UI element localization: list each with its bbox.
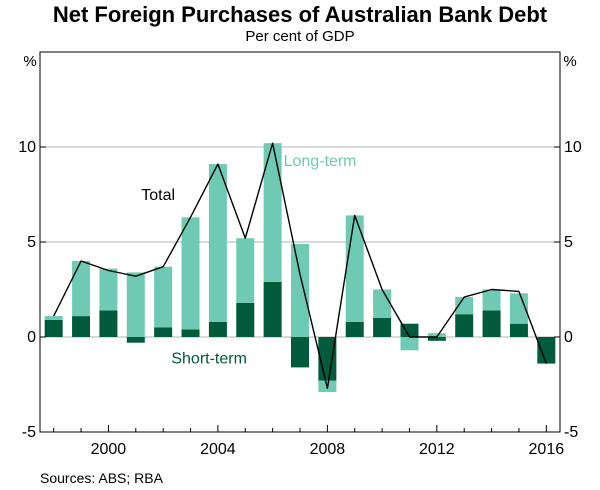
chart-subtitle: Per cent of GDP xyxy=(245,28,355,45)
y-tick-label-right: 0 xyxy=(564,329,573,346)
y-tick-label-right: 5 xyxy=(564,234,573,251)
bar-long-term xyxy=(236,238,255,303)
bar-short-term xyxy=(427,337,446,341)
source-note: Sources: ABS; RBA xyxy=(40,470,163,486)
bar-long-term xyxy=(72,261,91,317)
bar-short-term xyxy=(72,316,91,337)
bar-short-term xyxy=(482,310,501,337)
y-unit-left: % xyxy=(23,53,36,70)
bar-short-term xyxy=(263,281,282,337)
bar-long-term xyxy=(427,333,446,337)
bar-short-term xyxy=(99,310,118,337)
chart-title: Net Foreign Purchases of Australian Bank… xyxy=(52,2,548,27)
bar-long-term xyxy=(291,243,309,337)
y-unit-right: % xyxy=(563,53,576,70)
bar-long-term xyxy=(181,217,200,330)
bar-long-term xyxy=(509,293,528,324)
bar-short-term xyxy=(126,337,145,343)
bar-short-term xyxy=(537,337,556,364)
total-line xyxy=(53,142,547,389)
bar-long-term xyxy=(455,297,474,315)
legend-label-total: Total xyxy=(141,187,175,204)
bar-long-term xyxy=(482,289,501,311)
bar-short-term xyxy=(400,323,419,337)
bar-long-term xyxy=(154,266,173,328)
axis-ticks: -5 -5 0 0 5 5 10 10 2000 2004 2008 2012 2016 xyxy=(18,139,582,458)
x-tick-label: 2012 xyxy=(419,441,455,458)
x-tick-label: 2000 xyxy=(91,441,127,458)
bar-short-term xyxy=(291,337,309,368)
x-tick-label: 2016 xyxy=(529,441,565,458)
bar-short-term xyxy=(455,314,474,337)
y-tick-label-left: 0 xyxy=(27,329,36,346)
legend-label-long-term: Long-term xyxy=(284,153,357,170)
legend-label-short-term: Short-term xyxy=(171,351,247,368)
bar-long-term xyxy=(263,143,282,282)
x-tick-label: 2004 xyxy=(200,441,236,458)
bar-long-term xyxy=(208,164,227,322)
bars xyxy=(44,143,556,393)
y-tick-label-left: -5 xyxy=(22,424,36,441)
bar-long-term xyxy=(44,316,63,320)
bar-long-term xyxy=(126,272,145,337)
bar-short-term xyxy=(181,329,200,337)
bar-short-term xyxy=(44,319,63,337)
y-tick-label-right: -5 xyxy=(564,424,578,441)
total-line-group xyxy=(53,142,547,389)
y-tick-label-left: 5 xyxy=(27,234,36,251)
bar-short-term xyxy=(373,318,392,337)
bar-long-term xyxy=(373,289,392,318)
bar-short-term xyxy=(208,321,227,337)
y-tick-label-right: 10 xyxy=(564,139,582,156)
bar-short-term xyxy=(509,323,528,337)
bar-short-term xyxy=(236,302,255,337)
y-tick-label-left: 10 xyxy=(18,139,36,156)
x-tick-label: 2008 xyxy=(310,441,346,458)
bar-long-term xyxy=(99,268,118,311)
bar-short-term xyxy=(154,327,173,337)
bar-long-term xyxy=(400,337,419,351)
bar-short-term xyxy=(318,337,337,381)
bar-short-term xyxy=(345,321,364,337)
